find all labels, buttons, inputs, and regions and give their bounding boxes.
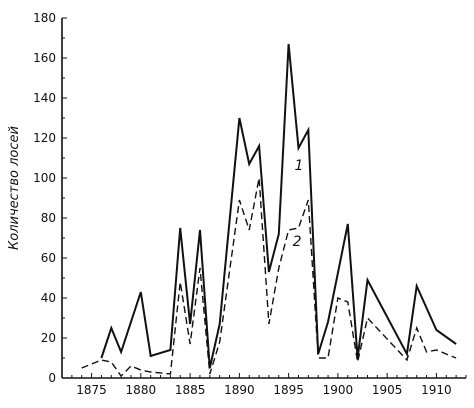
series-label-2: 2 [293, 234, 302, 250]
series-label-1: 1 [295, 158, 304, 174]
y-tick-label: 120 [33, 131, 56, 145]
x-tick-label: 1895 [273, 383, 304, 397]
x-tick-label: 1900 [323, 383, 354, 397]
x-tick-label: 1885 [175, 383, 206, 397]
y-tick-label: 140 [33, 91, 56, 105]
y-tick-label: 180 [33, 11, 56, 25]
series-line-2 [81, 177, 457, 378]
series-line-1 [100, 43, 457, 369]
y-tick-label: 0 [48, 371, 56, 385]
chart-ticks: 0 20 40 60 80 100 120 140 160 180 1875 1880 1885 1890… [33, 11, 467, 397]
y-tick-label: 100 [33, 171, 56, 185]
y-tick-label: 80 [41, 211, 56, 225]
y-tick-label: 160 [33, 51, 56, 65]
x-tick-label: 1905 [372, 383, 403, 397]
y-tick-label: 20 [41, 331, 56, 345]
x-tick-label: 1875 [76, 383, 107, 397]
x-tick-label: 1890 [224, 383, 255, 397]
chart-series-lines [81, 43, 457, 378]
x-tick-label: 1880 [126, 383, 157, 397]
y-axis-title: Количество лосей [7, 126, 22, 250]
y-tick-label: 60 [41, 251, 56, 265]
y-tick-label: 40 [41, 291, 56, 305]
x-tick-label: 1910 [421, 383, 452, 397]
chart-series-labels: 12 [293, 158, 304, 250]
